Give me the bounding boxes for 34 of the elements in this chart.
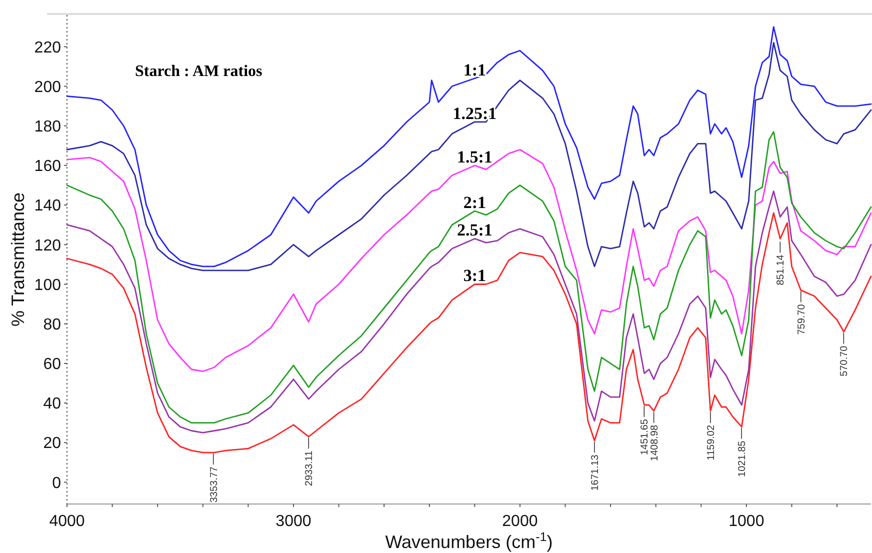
y-tick-label: 120 — [34, 237, 62, 254]
annotation: 1159.02 — [706, 424, 717, 460]
y-tick-label: 80 — [43, 316, 62, 334]
annotation: 851.14 — [776, 254, 787, 286]
x-tick-label: 1000 — [728, 513, 764, 530]
series-label: 2:1 — [463, 192, 486, 212]
y-tick-label: 40 — [43, 396, 62, 413]
y-tick-label: 0 — [52, 474, 62, 492]
annotation: 2933.11 — [304, 450, 316, 486]
x-tick-label: 3000 — [276, 513, 312, 530]
x-tick-label: 4000 — [49, 513, 85, 530]
y-tick-label: 140 — [34, 198, 62, 215]
annotation: 1021.85 — [736, 440, 748, 477]
y-tick-label: 100 — [34, 276, 62, 294]
x-axis-title: Wavenumbers (cm$^{-1}$) — [385, 530, 553, 552]
annotation: 3353.77 — [208, 466, 220, 503]
y-tick-label: 180 — [34, 118, 62, 136]
y-tick-label: 60 — [43, 356, 62, 374]
series-label: 3:1 — [463, 266, 486, 286]
annotation: 1451.65 — [640, 418, 651, 456]
y-tick-label: 160 — [34, 158, 62, 176]
annotation: 759.70 — [796, 304, 808, 335]
y-tick-label: 20 — [43, 435, 62, 452]
annotation: 1408.98 — [649, 424, 660, 462]
series-label: 1:1 — [463, 60, 486, 80]
y-tick-label: 200 — [34, 78, 62, 96]
y-tick-label: 220 — [34, 39, 62, 56]
series-label: 1.5:1 — [456, 147, 492, 166]
annotation: 570.70 — [839, 345, 850, 376]
x-tick-label: 2000 — [502, 513, 538, 530]
legend-title: Starch : AM ratios — [135, 63, 262, 80]
y-axis-title: % Transmittance — [8, 192, 28, 327]
series-label: 2.5:1 — [456, 220, 492, 240]
annotation: 1671.13 — [590, 454, 601, 491]
